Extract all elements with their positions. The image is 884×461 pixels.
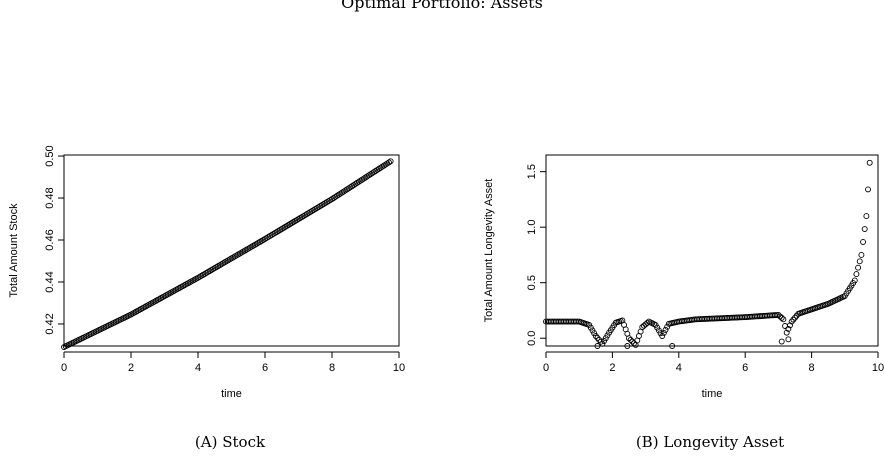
x-tick-label: 4 — [676, 362, 682, 374]
y-tick-label: 0.48 — [44, 187, 56, 208]
y-tick-label: 0.5 — [526, 275, 538, 290]
page-title: Optimal Portfolio: Assets — [341, 0, 543, 12]
y-tick-label: 0.50 — [44, 145, 56, 166]
caption-b: (B) Longevity Asset — [540, 433, 880, 451]
x-axis-label: time — [702, 388, 723, 400]
data-point — [782, 323, 788, 329]
y-tick-label: 1.0 — [526, 220, 538, 235]
x-tick-label: 2 — [609, 362, 615, 374]
data-point — [865, 186, 871, 193]
caption-b-label: (B) — [635, 433, 659, 451]
data-point — [785, 336, 792, 343]
data-point — [783, 329, 790, 336]
chart-stock: 0 2 4 6 8 10 0.42 0.44 0.46 0.48 0.50 time Total Amo… — [8, 145, 405, 400]
caption-a-label: (A) — [194, 433, 218, 451]
data-point — [856, 258, 863, 265]
data-point — [855, 264, 862, 271]
plot-frame — [63, 154, 400, 347]
data-point — [627, 336, 634, 343]
x-tick-label: 10 — [872, 362, 884, 374]
y-tick-label: 0.44 — [44, 271, 56, 292]
data-point — [866, 159, 873, 166]
data-point — [664, 323, 671, 330]
data-point — [853, 271, 860, 278]
data-point — [861, 226, 868, 232]
caption-b-text: Longevity Asset — [663, 433, 785, 451]
data-point — [780, 316, 787, 323]
data-point — [669, 343, 676, 349]
chart-longevity-asset: 0 2 4 6 8 10 0.0 0.5 1.0 1.5 time Total Amount Long… — [483, 154, 884, 400]
data-point — [387, 158, 394, 165]
x-tick-label: 0 — [543, 362, 549, 374]
caption-a-text: Stock — [222, 433, 266, 451]
data-point — [662, 326, 669, 333]
x-tick-label: 4 — [195, 362, 201, 374]
x-tick-label: 0 — [61, 362, 67, 374]
data-point — [778, 314, 785, 321]
data-point — [785, 326, 792, 332]
caption-a: (A) Stock — [60, 433, 400, 451]
x-tick-label: 6 — [742, 362, 748, 374]
x-tick-label: 2 — [128, 362, 134, 374]
y-axis-label: Total Amount Longevity Asset — [483, 179, 495, 323]
data-point — [778, 338, 785, 345]
x-tick-label: 10 — [393, 362, 405, 374]
data-point — [863, 213, 870, 220]
data-point — [659, 333, 666, 339]
x-axis-label: time — [221, 388, 242, 400]
data-point — [775, 311, 782, 318]
y-axis-label: Total Amount Stock — [8, 203, 20, 298]
data-point — [858, 251, 865, 258]
y-tick-label: 0.46 — [44, 229, 56, 250]
data-point — [851, 277, 858, 284]
data-point — [594, 343, 601, 349]
x-tick-label: 6 — [262, 362, 268, 374]
data-point — [626, 335, 632, 342]
y-tick-label: 0.0 — [526, 331, 538, 346]
data-point — [777, 313, 784, 320]
x-tick-label: 8 — [809, 362, 815, 374]
data-point — [624, 343, 631, 349]
data-point — [660, 330, 667, 336]
data-point — [787, 322, 793, 329]
x-tick-label: 8 — [329, 362, 335, 374]
y-tick-label: 1.5 — [526, 164, 538, 179]
data-point — [860, 239, 867, 245]
y-tick-label: 0.42 — [44, 313, 56, 334]
